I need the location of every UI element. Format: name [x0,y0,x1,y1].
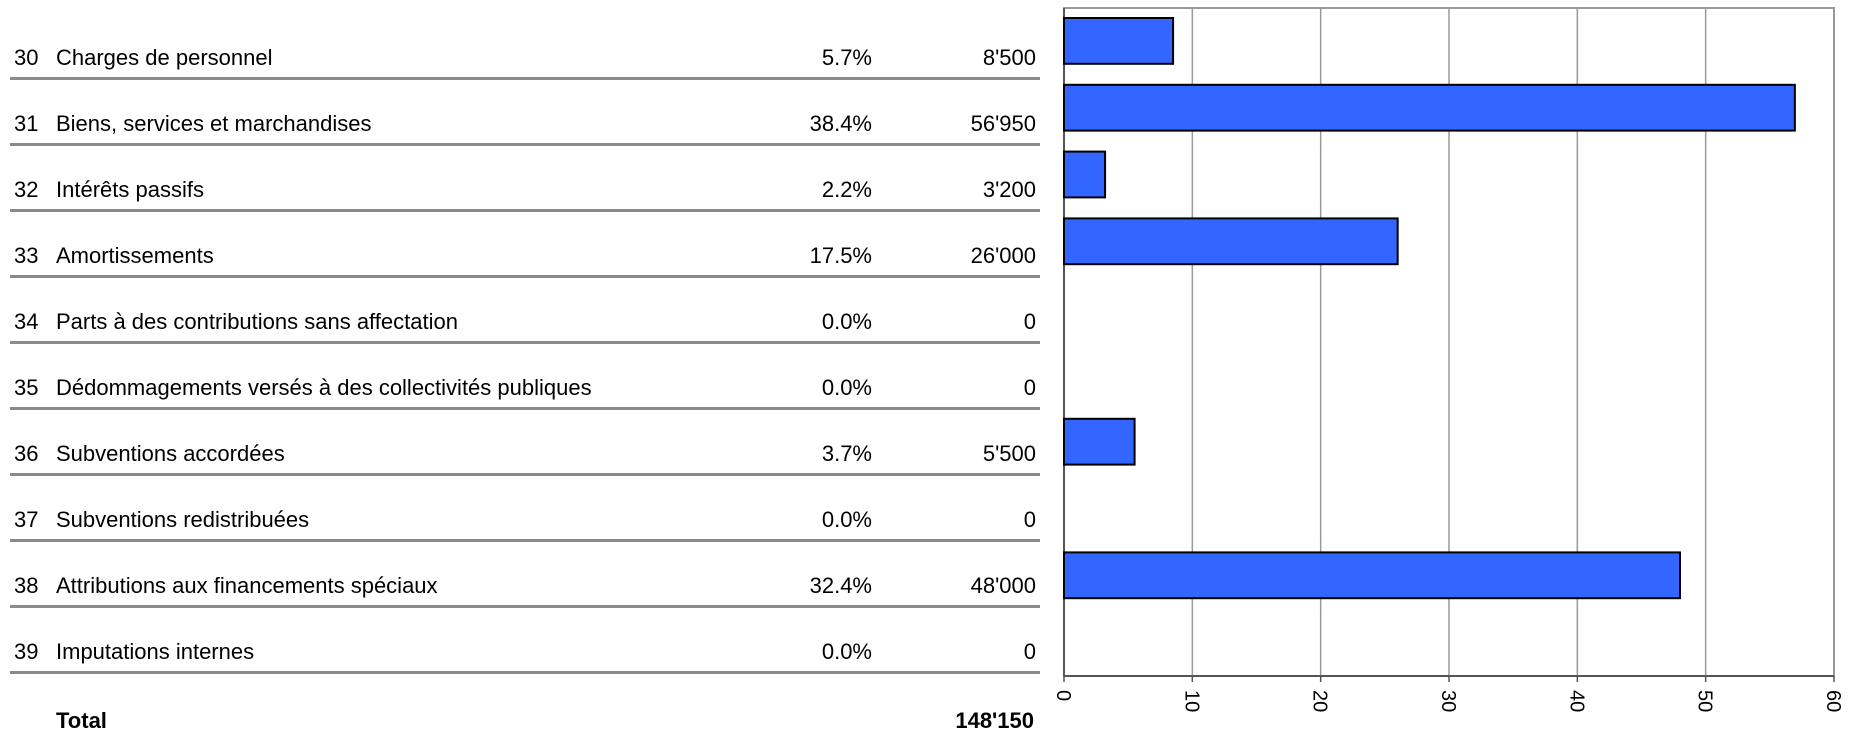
row-code: 38 [14,573,39,598]
x-tick-label: 30 [1437,690,1459,712]
row-amount: 3'200 [982,177,1036,202]
x-tick-label: 0 [1052,690,1074,701]
row-code: 31 [14,111,39,136]
table-row: 34 Parts à des contributions sans affecta… [10,278,1040,344]
table-row: 36 Subventions accordées 3.7% 5'500 [10,410,1040,476]
row-label: Attributions aux financements spéciaux [56,573,438,598]
total-label: Total [56,708,107,733]
row-label: Subventions accordées [56,441,285,466]
row-amount: 0 [1023,639,1036,664]
row-label: Dédommagements versés à des collectivité… [56,375,592,400]
table-row: 33 Amortissements 17.5% 26'000 [10,212,1040,278]
row-divider [10,275,1040,278]
table-row: 39 Imputations internes 0.0% 0 [10,608,1040,674]
bar-31 [1063,83,1796,132]
table-row: 31 Biens, services et marchandises 38.4% 56… [10,80,1040,146]
row-percent: 0.0% [821,639,872,664]
row-label: Amortissements [56,243,214,268]
row-code: 35 [14,375,39,400]
x-tick-label: 50 [1694,690,1716,712]
row-code: 36 [14,441,39,466]
row-amount: 56'950 [970,111,1036,136]
total-amount: 148'150 [955,708,1034,733]
row-percent: 3.7% [821,441,872,466]
x-tick-label: 20 [1309,690,1331,712]
table-row: 35 Dédommagements versés à des collectivi… [10,344,1040,410]
row-code: 37 [14,507,39,532]
row-amount: 48'000 [970,573,1036,598]
row-label: Imputations internes [56,639,255,664]
row-divider [10,671,1040,674]
row-divider [10,77,1040,80]
row-amount: 0 [1023,507,1036,532]
table-row: 30 Charges de personnel 5.7% 8'500 [10,14,1040,80]
row-code: 39 [14,639,39,664]
bar-33 [1063,217,1399,266]
row-percent: 5.7% [821,45,872,70]
row-percent: 17.5% [809,243,872,268]
x-tick-label: 10 [1180,690,1202,712]
x-tick-label: 40 [1565,690,1587,712]
table-row: 32 Intérêts passifs 2.2% 3'200 [10,146,1040,212]
row-code: 30 [14,45,39,70]
row-amount: 8'500 [982,45,1036,70]
row-percent: 32.4% [809,573,872,598]
row-code: 33 [14,243,39,268]
x-tick-label: 60 [1822,690,1844,712]
row-amount: 0 [1023,309,1036,334]
row-percent: 2.2% [821,177,872,202]
row-percent: 0.0% [821,309,872,334]
row-percent: 0.0% [821,375,872,400]
row-code: 34 [14,309,39,334]
row-percent: 0.0% [821,507,872,532]
row-label: Intérêts passifs [56,177,204,202]
row-amount: 26'000 [970,243,1036,268]
bar-36 [1063,417,1136,466]
row-divider [10,209,1040,212]
row-divider [10,605,1040,608]
bar-32 [1063,150,1107,199]
row-divider [10,539,1040,542]
row-divider [10,407,1040,410]
row-amount: 5'500 [982,441,1036,466]
table-row: 37 Subventions redistribuées 0.0% 0 [10,476,1040,542]
row-divider [10,473,1040,476]
bar-30 [1063,17,1175,65]
row-label: Parts à des contributions sans affectati… [56,309,458,334]
table-row: 38 Attributions aux financements spéciaux… [10,542,1040,608]
row-divider [10,341,1040,344]
row-divider [10,143,1040,146]
row-code: 32 [14,177,39,202]
bar-38 [1063,551,1681,600]
row-label: Subventions redistribuées [56,507,310,532]
row-percent: 38.4% [809,111,872,136]
row-label: Charges de personnel [56,45,273,70]
row-label: Biens, services et marchandises [56,111,372,136]
row-amount: 0 [1023,375,1036,400]
